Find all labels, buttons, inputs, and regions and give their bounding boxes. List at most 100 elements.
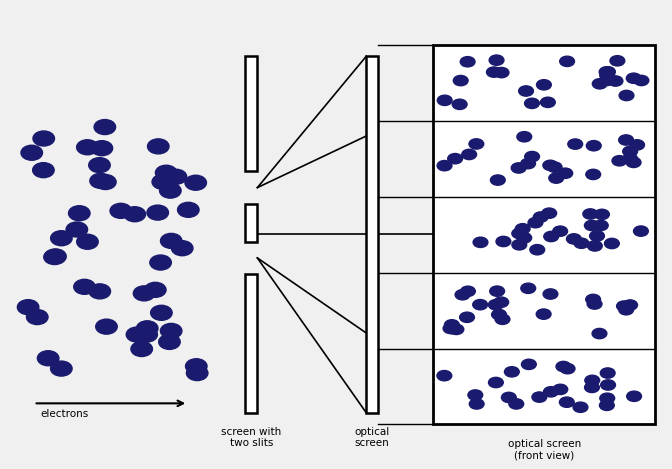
Circle shape: [44, 250, 65, 265]
Bar: [366, 56, 378, 413]
Circle shape: [452, 99, 467, 109]
Circle shape: [547, 162, 562, 172]
Circle shape: [159, 183, 181, 198]
Circle shape: [185, 359, 207, 374]
Text: optical
screen: optical screen: [355, 427, 390, 448]
Circle shape: [69, 206, 90, 221]
Circle shape: [623, 153, 638, 164]
Circle shape: [619, 304, 634, 315]
Circle shape: [560, 56, 575, 67]
Circle shape: [509, 399, 523, 409]
Circle shape: [521, 283, 536, 294]
Circle shape: [617, 301, 632, 311]
Circle shape: [583, 209, 597, 219]
Circle shape: [521, 159, 536, 169]
Circle shape: [95, 319, 117, 334]
Circle shape: [530, 244, 545, 255]
Circle shape: [155, 165, 177, 180]
Circle shape: [630, 140, 644, 150]
Circle shape: [515, 224, 530, 234]
Circle shape: [559, 397, 574, 408]
Circle shape: [542, 208, 556, 219]
Circle shape: [443, 323, 458, 333]
Circle shape: [601, 67, 616, 77]
Circle shape: [165, 169, 187, 184]
Circle shape: [505, 367, 519, 377]
Circle shape: [501, 392, 516, 402]
Bar: [245, 56, 257, 171]
Circle shape: [473, 300, 488, 310]
Circle shape: [74, 280, 95, 295]
Circle shape: [595, 209, 610, 219]
Circle shape: [494, 68, 509, 78]
Circle shape: [634, 226, 648, 236]
Circle shape: [587, 299, 602, 309]
Circle shape: [487, 67, 501, 77]
Circle shape: [131, 341, 153, 356]
Circle shape: [448, 153, 462, 164]
Circle shape: [491, 175, 505, 185]
Circle shape: [536, 309, 551, 319]
Circle shape: [532, 392, 547, 402]
Circle shape: [110, 204, 132, 219]
Circle shape: [517, 233, 532, 243]
Circle shape: [446, 324, 460, 334]
Circle shape: [126, 327, 148, 342]
Circle shape: [589, 231, 604, 241]
Circle shape: [151, 305, 172, 320]
Text: optical screen
(front view): optical screen (front view): [507, 439, 581, 460]
Circle shape: [619, 135, 634, 145]
Circle shape: [144, 282, 166, 297]
Circle shape: [124, 207, 146, 222]
Circle shape: [94, 120, 116, 135]
Bar: [433, 45, 655, 424]
Circle shape: [437, 371, 452, 381]
Circle shape: [50, 231, 72, 246]
Circle shape: [159, 334, 180, 349]
Circle shape: [521, 359, 536, 370]
Circle shape: [627, 391, 642, 401]
Circle shape: [468, 390, 482, 400]
Circle shape: [77, 234, 98, 249]
Circle shape: [460, 312, 474, 323]
Circle shape: [544, 231, 558, 242]
Circle shape: [573, 402, 588, 412]
Circle shape: [585, 220, 599, 231]
Circle shape: [600, 368, 615, 378]
Circle shape: [512, 240, 527, 250]
Circle shape: [460, 57, 475, 67]
Circle shape: [89, 284, 110, 299]
Circle shape: [634, 76, 648, 86]
Circle shape: [585, 375, 599, 386]
Circle shape: [185, 175, 206, 190]
Circle shape: [444, 320, 459, 330]
Circle shape: [45, 249, 67, 264]
Circle shape: [556, 361, 571, 371]
Circle shape: [610, 56, 625, 66]
Circle shape: [496, 236, 511, 247]
Circle shape: [549, 173, 564, 183]
Circle shape: [33, 131, 54, 146]
Circle shape: [612, 156, 627, 166]
Circle shape: [608, 76, 623, 86]
Circle shape: [33, 163, 54, 178]
Circle shape: [469, 139, 484, 149]
Circle shape: [587, 241, 602, 251]
Circle shape: [489, 55, 504, 65]
Circle shape: [77, 140, 98, 155]
Circle shape: [454, 76, 468, 86]
Circle shape: [600, 393, 615, 403]
Circle shape: [449, 324, 464, 334]
Circle shape: [21, 145, 42, 160]
Circle shape: [586, 169, 601, 180]
Circle shape: [593, 220, 608, 231]
Circle shape: [17, 300, 39, 315]
Circle shape: [186, 365, 208, 380]
Circle shape: [437, 95, 452, 106]
Circle shape: [536, 80, 551, 90]
Circle shape: [605, 238, 620, 249]
Circle shape: [437, 160, 452, 171]
Circle shape: [177, 202, 199, 217]
Circle shape: [574, 238, 589, 249]
Circle shape: [511, 163, 526, 173]
